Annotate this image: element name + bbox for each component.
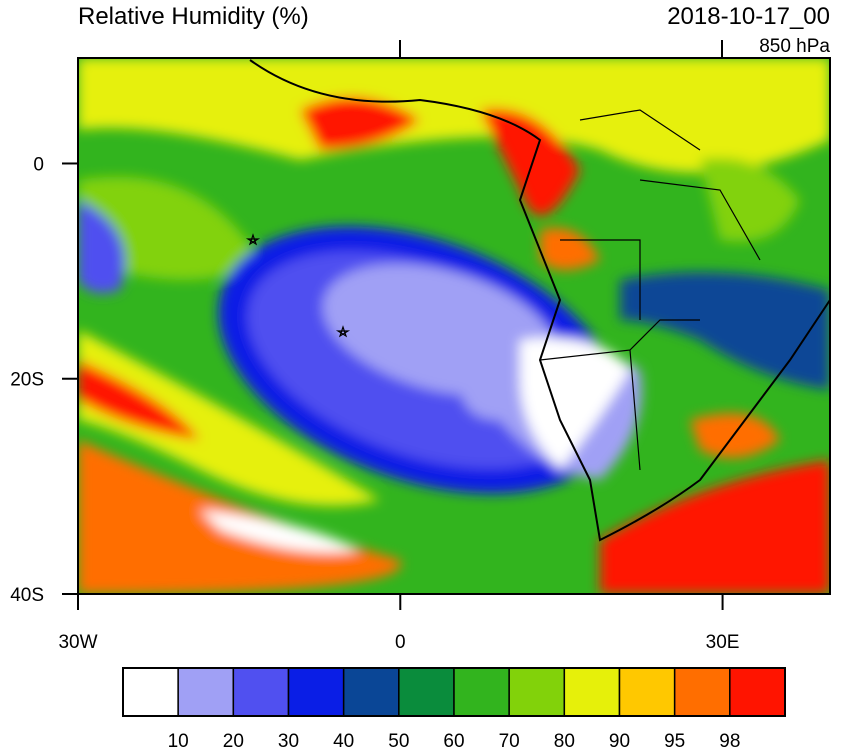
colorbar-box [453, 667, 510, 717]
y-tick-label: 40S [10, 585, 44, 606]
time: 2018-10-17_00 [667, 3, 830, 30]
colorbar-label: 70 [499, 731, 520, 750]
colorbar-box [563, 667, 621, 717]
colorbar-label: 98 [719, 731, 740, 750]
colorbar-label: 80 [554, 731, 575, 750]
colorbar-label: 30 [278, 731, 299, 750]
colorbar-label: 10 [168, 731, 189, 750]
colorbar-box [342, 667, 400, 717]
map-frame [77, 57, 831, 595]
colorbar-label: 90 [609, 731, 630, 750]
colorbar-box [729, 667, 786, 717]
colorbar-frame [122, 667, 786, 717]
humidity-field [78, 58, 830, 594]
colorbar-box [232, 667, 290, 717]
title: Relative Humidity (%) [78, 3, 309, 30]
colorbar-box [508, 667, 566, 717]
colorbar-box [177, 667, 235, 717]
colorbar-box [122, 667, 179, 717]
x-tick-label: 30E [706, 632, 740, 653]
level: 850 hPa [759, 36, 830, 57]
colorbar-box [673, 667, 731, 717]
colorbar-box [287, 667, 345, 717]
colorbar-label: 60 [443, 731, 464, 750]
x-tick-label: 0 [395, 632, 406, 653]
y-tick-label: 20S [10, 370, 44, 391]
colorbar-label: 50 [388, 731, 409, 750]
y-tick-label: 0 [33, 154, 44, 175]
colorbar-box [618, 667, 676, 717]
colorbar-box [398, 667, 455, 717]
colorbar-label: 95 [664, 731, 685, 750]
x-tick-label: 30W [58, 632, 97, 653]
colorbar-label: 40 [333, 731, 354, 750]
colorbar-label: 20 [223, 731, 244, 750]
